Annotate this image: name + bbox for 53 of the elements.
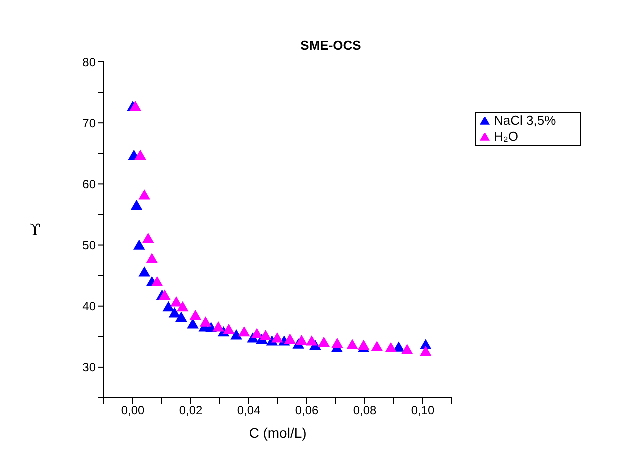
x-tick-label: 0,02	[179, 404, 203, 418]
x-tick-label: 0,10	[411, 404, 435, 418]
y-tick-label: 30	[82, 360, 96, 375]
point	[230, 330, 242, 340]
y-tick-label: 80	[82, 55, 96, 70]
y-axis-title: ϒ	[30, 220, 41, 240]
legend-label: NaCl 3,5%	[494, 113, 556, 128]
point	[212, 322, 224, 332]
chart-title: SME-OCS	[300, 38, 362, 53]
point	[260, 330, 272, 340]
point	[306, 336, 318, 346]
x-axis-title: C (mol/L)	[249, 425, 307, 441]
point	[130, 101, 142, 112]
point	[296, 335, 308, 346]
point	[251, 328, 264, 338]
point	[146, 253, 158, 264]
point	[130, 200, 143, 210]
point	[332, 338, 344, 348]
legend-label: H₂O	[494, 129, 519, 144]
x-tick-label: 0,08	[353, 404, 377, 418]
point	[358, 340, 370, 350]
point	[187, 318, 199, 329]
point	[371, 341, 384, 352]
point	[151, 276, 164, 287]
x-tick-label: 0,04	[237, 404, 261, 418]
point	[420, 346, 432, 356]
point	[133, 240, 146, 250]
point	[170, 296, 182, 307]
point	[138, 190, 150, 200]
y-tick-label: 70	[82, 116, 96, 130]
point	[142, 232, 154, 244]
point	[346, 339, 358, 350]
point	[176, 312, 188, 322]
point	[159, 290, 171, 300]
point	[401, 344, 414, 354]
point	[200, 316, 212, 327]
x-tick-label: 0,00	[121, 404, 145, 418]
point	[318, 336, 330, 348]
point	[223, 324, 235, 334]
point	[385, 342, 397, 353]
y-tick-label: 50	[82, 238, 96, 253]
y-tick-label: 40	[82, 300, 96, 314]
point	[284, 334, 296, 344]
point	[134, 150, 146, 160]
point	[272, 332, 284, 343]
point	[176, 301, 189, 312]
x-tick-label: 0,06	[295, 404, 319, 418]
point	[190, 310, 202, 320]
point	[238, 326, 250, 337]
point	[168, 308, 181, 318]
point	[138, 266, 150, 277]
point	[162, 301, 175, 312]
y-tick-label: 60	[82, 177, 96, 192]
